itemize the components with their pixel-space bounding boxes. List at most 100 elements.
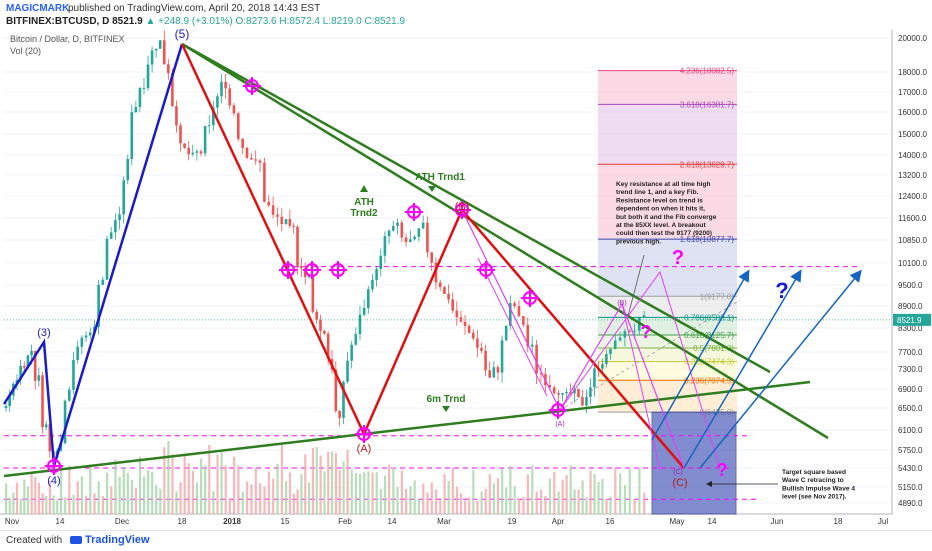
volume-bar [159, 488, 162, 514]
volume-bar [56, 500, 59, 514]
volume-bar [195, 482, 199, 514]
volume-bar [167, 440, 170, 514]
time-tick-label: Apr [552, 517, 565, 526]
volume-bar [259, 483, 262, 514]
candle-body [41, 375, 44, 428]
volume-bar [468, 497, 471, 514]
candle-body [142, 87, 146, 89]
candle-body [561, 393, 564, 395]
candle-body [122, 180, 125, 215]
symbol-label: BITFINEX:BTCUSD, D [6, 16, 110, 27]
volume-bar [363, 472, 366, 514]
candle-body [326, 333, 330, 360]
candle-body [350, 344, 353, 361]
candle-body [250, 157, 253, 160]
volume-bar [147, 469, 150, 514]
volume-bar [191, 470, 194, 514]
time-tick-label: 18 [834, 517, 843, 526]
volume-bar [34, 477, 37, 514]
candle-body [292, 225, 295, 227]
candle-body [396, 222, 399, 227]
projection-path [559, 270, 721, 469]
volume-bar [89, 464, 92, 514]
price-tick-label: 20000.0 [898, 34, 927, 43]
volume-bar [614, 466, 617, 514]
volume-bar [589, 470, 592, 514]
candle-body [30, 350, 33, 356]
volume-bar [138, 456, 142, 514]
volume-bar [553, 471, 556, 514]
candle-body [391, 226, 395, 231]
volume-bar [443, 473, 446, 514]
candle-body [263, 162, 266, 202]
target-square-note-line: Bullish Impulse Wave 4 [782, 485, 855, 492]
target-square-note-line: Wave C retracing to [782, 477, 844, 484]
wave-label: (5) [175, 27, 190, 41]
volume-bar [110, 486, 113, 514]
volume-bar [505, 487, 508, 514]
projection-path [621, 303, 661, 471]
volume-label: Vol (20) [10, 46, 42, 56]
volume-bar [367, 471, 370, 514]
volume-bar [300, 473, 303, 514]
candle-body [146, 64, 150, 88]
volume-bar [237, 465, 240, 514]
candle-body [22, 365, 26, 368]
volume-bar [179, 481, 182, 514]
volume-bar [263, 486, 266, 514]
candles [4, 30, 646, 462]
chart-legend: Bitcoin / Dollar, D, BITFINEX Vol (20) [10, 33, 125, 57]
target-square-note-line: level (see Nov 2017). [782, 494, 847, 501]
candle-body [400, 222, 404, 238]
candle-body [593, 368, 596, 388]
key-resistance-note-line: could then test the 9177 (9200) [616, 230, 712, 237]
volume-bar [605, 498, 608, 514]
price-tick-label: 4890.0 [898, 499, 923, 508]
candle-body [175, 106, 178, 126]
candle-body [296, 226, 299, 266]
volume-bar [544, 495, 547, 514]
price-tick-label: 7700.0 [898, 348, 923, 357]
question-marks: ???? [641, 247, 789, 480]
candle-body [496, 367, 500, 373]
candle-body [522, 316, 525, 325]
volume-bar [459, 493, 463, 514]
target-marker [355, 425, 373, 443]
candle-body [504, 325, 508, 341]
candle-body [609, 348, 612, 355]
volume-bar [59, 465, 63, 514]
time-tick-label: Jun [771, 517, 784, 526]
fib-label: 0.382(7474.3) [684, 358, 734, 367]
volume-bar [396, 486, 399, 514]
candle-body [642, 315, 646, 318]
volume-bar [19, 499, 22, 514]
volume-bar [447, 480, 450, 514]
volume-bar [118, 477, 121, 514]
volume-bar [183, 453, 186, 514]
price-tick-label: 10850.0 [898, 236, 927, 245]
candle-body [300, 265, 303, 269]
volume-bar [392, 467, 395, 514]
candle-body [585, 396, 588, 406]
fibonacci-levels: 4.236(18082.5) 3.618(16381.7) 2.618(13629.… [598, 67, 737, 417]
volume-bar [342, 461, 345, 514]
candle-body [187, 147, 190, 155]
volume-bar [45, 495, 48, 514]
candle-body [19, 365, 22, 380]
candle-body [134, 107, 138, 113]
candle-body [63, 400, 67, 444]
candle-body [44, 424, 48, 428]
wave-label: (4) [47, 475, 60, 487]
volume-bar [130, 479, 134, 514]
target-marker [405, 203, 423, 221]
candle-body [80, 337, 84, 347]
price-tick-label: 14000.0 [898, 151, 927, 160]
target-marker [521, 289, 539, 307]
tradingview-logo[interactable]: TradingView [70, 534, 150, 546]
candle-body [48, 424, 52, 452]
candle-body [484, 350, 487, 371]
author-name[interactable]: MAGICMARK [6, 3, 70, 14]
